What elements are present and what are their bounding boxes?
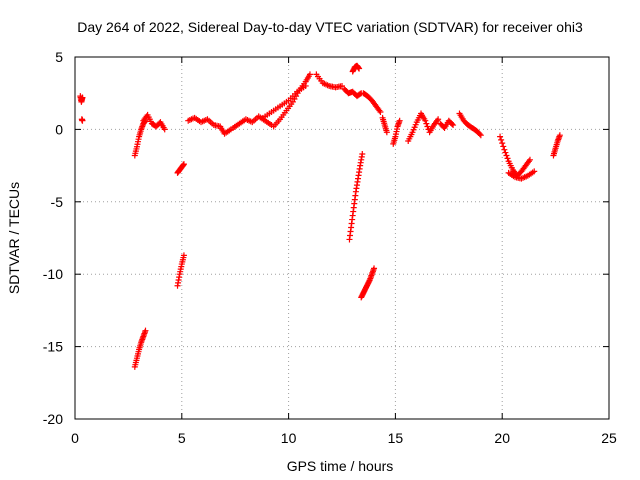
data-point — [477, 132, 484, 139]
data-point — [161, 126, 168, 133]
data-point — [142, 327, 149, 334]
data-point — [383, 129, 390, 136]
data-point — [531, 168, 538, 175]
x-tick-label: 25 — [601, 430, 617, 446]
data-points — [77, 62, 563, 370]
x-axis-label: GPS time / hours — [287, 458, 394, 474]
data-point — [79, 117, 86, 124]
x-tick-labels: 0 5 10 15 20 25 — [71, 430, 617, 446]
data-point — [422, 117, 429, 124]
plot-frame — [74, 56, 610, 420]
data-point — [377, 109, 384, 116]
data-point — [500, 143, 507, 150]
y-tick-label: -10 — [43, 266, 63, 282]
data-point — [504, 155, 511, 162]
axis-ticks — [74, 56, 610, 420]
data-point — [503, 152, 510, 159]
y-tick-label: 0 — [55, 121, 63, 137]
data-point — [449, 120, 456, 127]
data-point — [526, 156, 533, 163]
x-tick-label: 0 — [71, 430, 79, 446]
chart-title: Day 264 of 2022, Sidereal Day-to-day VTE… — [77, 19, 583, 35]
data-point — [180, 161, 187, 168]
data-point — [450, 122, 457, 129]
data-point — [356, 65, 363, 72]
data-point — [498, 136, 505, 143]
y-tick-label: 5 — [55, 49, 63, 65]
x-tick-label: 15 — [388, 430, 404, 446]
data-point — [180, 252, 187, 259]
x-tick-label: 10 — [281, 430, 297, 446]
data-point — [306, 71, 313, 78]
data-point — [502, 149, 509, 156]
y-axis-label: SDTVAR / TECUs — [6, 182, 22, 294]
data-point — [424, 123, 431, 130]
x-tick-label: 5 — [178, 430, 186, 446]
y-tick-label: -15 — [43, 339, 63, 355]
grid-lines — [75, 57, 609, 419]
y-tick-label: -20 — [43, 411, 63, 427]
data-point — [79, 94, 86, 101]
y-tick-label: -5 — [51, 194, 64, 210]
data-point — [435, 116, 442, 123]
data-point — [501, 146, 508, 153]
data-point — [497, 133, 504, 140]
x-tick-label: 20 — [494, 430, 510, 446]
data-point — [396, 117, 403, 124]
data-point — [423, 120, 430, 127]
data-point — [359, 151, 366, 158]
data-point — [556, 132, 563, 139]
data-point — [476, 131, 483, 138]
data-point — [302, 82, 309, 89]
data-point — [371, 265, 378, 272]
y-tick-labels: -20 -15 -10 -5 0 5 — [43, 49, 63, 427]
data-point — [499, 140, 506, 147]
